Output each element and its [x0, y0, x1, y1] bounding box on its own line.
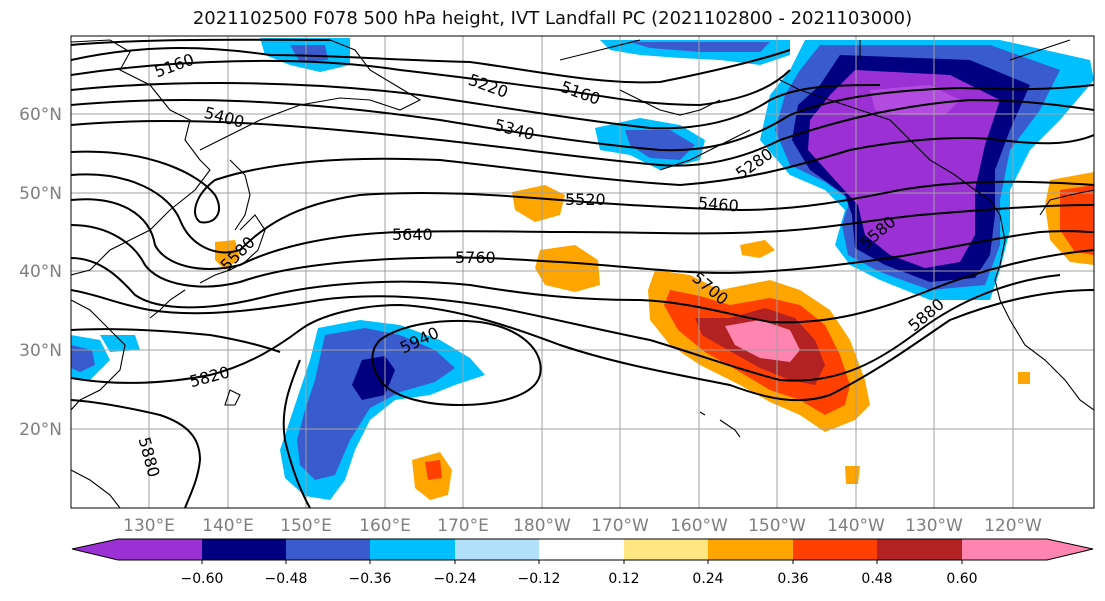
lon-label-150w: 150°W	[748, 516, 806, 536]
lon-label-120w: 120°W	[984, 516, 1042, 536]
colorbar-swatch	[962, 539, 1047, 560]
contour-label-5460: 5460	[697, 193, 739, 215]
lon-label-130e: 130°E	[123, 516, 175, 536]
map-frame	[70, 35, 1095, 509]
colorbar-outline	[71, 538, 1094, 561]
map-panel[interactable]: 5160 5220 5160 5400 5340 5280 5520 5460 …	[70, 35, 1095, 509]
lon-label-160w: 160°W	[670, 516, 728, 536]
contour-label-5640: 5640	[392, 225, 433, 244]
colorbar-label-048: 0.48	[861, 571, 892, 587]
lat-label-60n: 60°N	[19, 105, 62, 125]
lat-label-20n: 20°N	[19, 420, 62, 440]
colorbar-label-036: 0.36	[777, 571, 808, 587]
colorbar-swatch-extend-high	[1047, 539, 1093, 560]
colorbar-swatch	[286, 539, 370, 560]
contour-label-5760: 5760	[455, 248, 496, 267]
lat-label-40n: 40°N	[19, 262, 62, 282]
colorbar-label-neg048: −0.48	[265, 571, 308, 587]
colorbar-swatch	[202, 539, 286, 560]
lat-label-50n: 50°N	[19, 184, 62, 204]
colorbar-label-012: 0.12	[608, 571, 639, 587]
colorbar-label-060: 0.60	[946, 571, 977, 587]
map-title: 2021102500 F078 500 hPa height, IVT Land…	[192, 8, 913, 29]
colorbar-swatch	[539, 539, 624, 560]
contour-label-5520: 5520	[565, 190, 606, 209]
colorbar-swatches	[72, 539, 1093, 560]
colorbar-label-024: 0.24	[692, 571, 723, 587]
colorbar-swatch	[708, 539, 793, 560]
longitude-labels: 130°E 140°E 150°E 160°E 170°E 180°W 170°…	[123, 516, 1042, 536]
lat-label-30n: 30°N	[19, 341, 62, 361]
lon-label-140w: 140°W	[827, 516, 885, 536]
graticule	[71, 36, 1094, 508]
colorbar-ticks	[201, 560, 963, 564]
colorbar-swatch-extend-low	[72, 539, 118, 560]
lon-label-130w: 130°W	[905, 516, 963, 536]
lon-label-140e: 140°E	[202, 516, 254, 536]
colorbar: −0.60 −0.48 −0.36 −0.24 −0.12 0.12 0.24 …	[71, 538, 1094, 587]
lon-label-150e: 150°E	[280, 516, 332, 536]
lon-label-180w: 180°W	[513, 516, 571, 536]
lon-label-170e: 170°E	[437, 516, 489, 536]
colorbar-label-neg036: −0.36	[349, 571, 392, 587]
colorbar-swatch	[877, 539, 962, 560]
colorbar-swatch	[370, 539, 455, 560]
colorbar-label-neg012: −0.12	[518, 571, 561, 587]
colorbar-label-neg024: −0.24	[434, 571, 477, 587]
lon-label-160e: 160°E	[359, 516, 411, 536]
colorbar-swatch	[624, 539, 708, 560]
height-contours	[71, 38, 1094, 508]
latitude-labels: 60°N 50°N 40°N 30°N 20°N	[19, 105, 62, 440]
lon-label-170w: 170°W	[591, 516, 649, 536]
colorbar-swatch	[455, 539, 539, 560]
colorbar-swatch	[793, 539, 877, 560]
colorbar-swatch	[118, 539, 202, 560]
colorbar-label-neg060: −0.60	[181, 571, 224, 587]
